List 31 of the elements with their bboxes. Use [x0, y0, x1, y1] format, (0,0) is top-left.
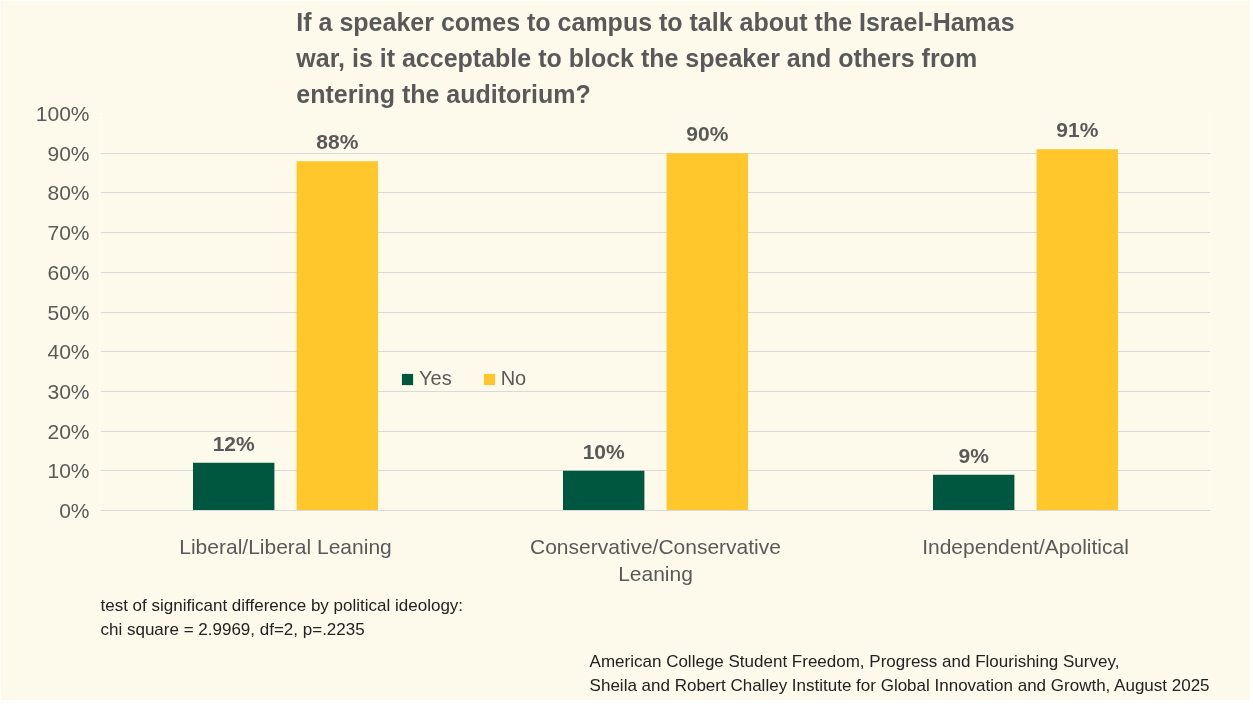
x-tick-label: Independent/Apolitical — [922, 534, 1129, 558]
text: test of significant difference by political ideology: chi square = 2.9969, df=2, p=.2235 — [100, 595, 464, 640]
y-tick-label: 50% — [47, 300, 90, 324]
y-tick-label: 20% — [47, 419, 90, 443]
text: American College Student Freedom, Progress and Flourishing Survey, Sheila and Robert Challey Institute for Global Innovation and Growth, August 2025 — [589, 651, 1210, 696]
y-tick-label: 90% — [47, 141, 90, 165]
y-tick-label: 80% — [47, 181, 90, 205]
x-tick-label: Conservative/Conservative Leaning — [530, 534, 781, 586]
bar — [193, 462, 275, 511]
y-tick-label: 10% — [47, 459, 90, 483]
data-label: 12% — [212, 431, 256, 455]
data-label: 10% — [582, 439, 626, 463]
y-tick-label: 100% — [35, 102, 90, 125]
bar — [563, 470, 645, 511]
bar — [666, 153, 748, 511]
y-tick-label: 30% — [47, 379, 90, 403]
legend-label: Yes — [419, 367, 452, 390]
y-tick-label: 60% — [47, 260, 90, 284]
data-label: 9% — [958, 443, 990, 467]
legend-label: No — [500, 367, 527, 390]
data-label: 88% — [316, 130, 359, 154]
data-label: 91% — [1056, 118, 1099, 142]
bar — [296, 161, 378, 511]
bar — [933, 474, 1015, 511]
chart-title: If a speaker comes to campus to talk about the Israel-Hamas war, is it acceptable to block the speaker and others from entering the auditorium? — [295, 7, 1015, 109]
y-tick-label: 0% — [59, 499, 90, 522]
y-tick-label: 70% — [47, 221, 90, 245]
x-tick-label: Liberal/Liberal Leaning — [179, 534, 392, 558]
y-tick-label: 40% — [47, 340, 90, 364]
data-label: 90% — [686, 122, 729, 146]
bar — [1036, 149, 1118, 511]
